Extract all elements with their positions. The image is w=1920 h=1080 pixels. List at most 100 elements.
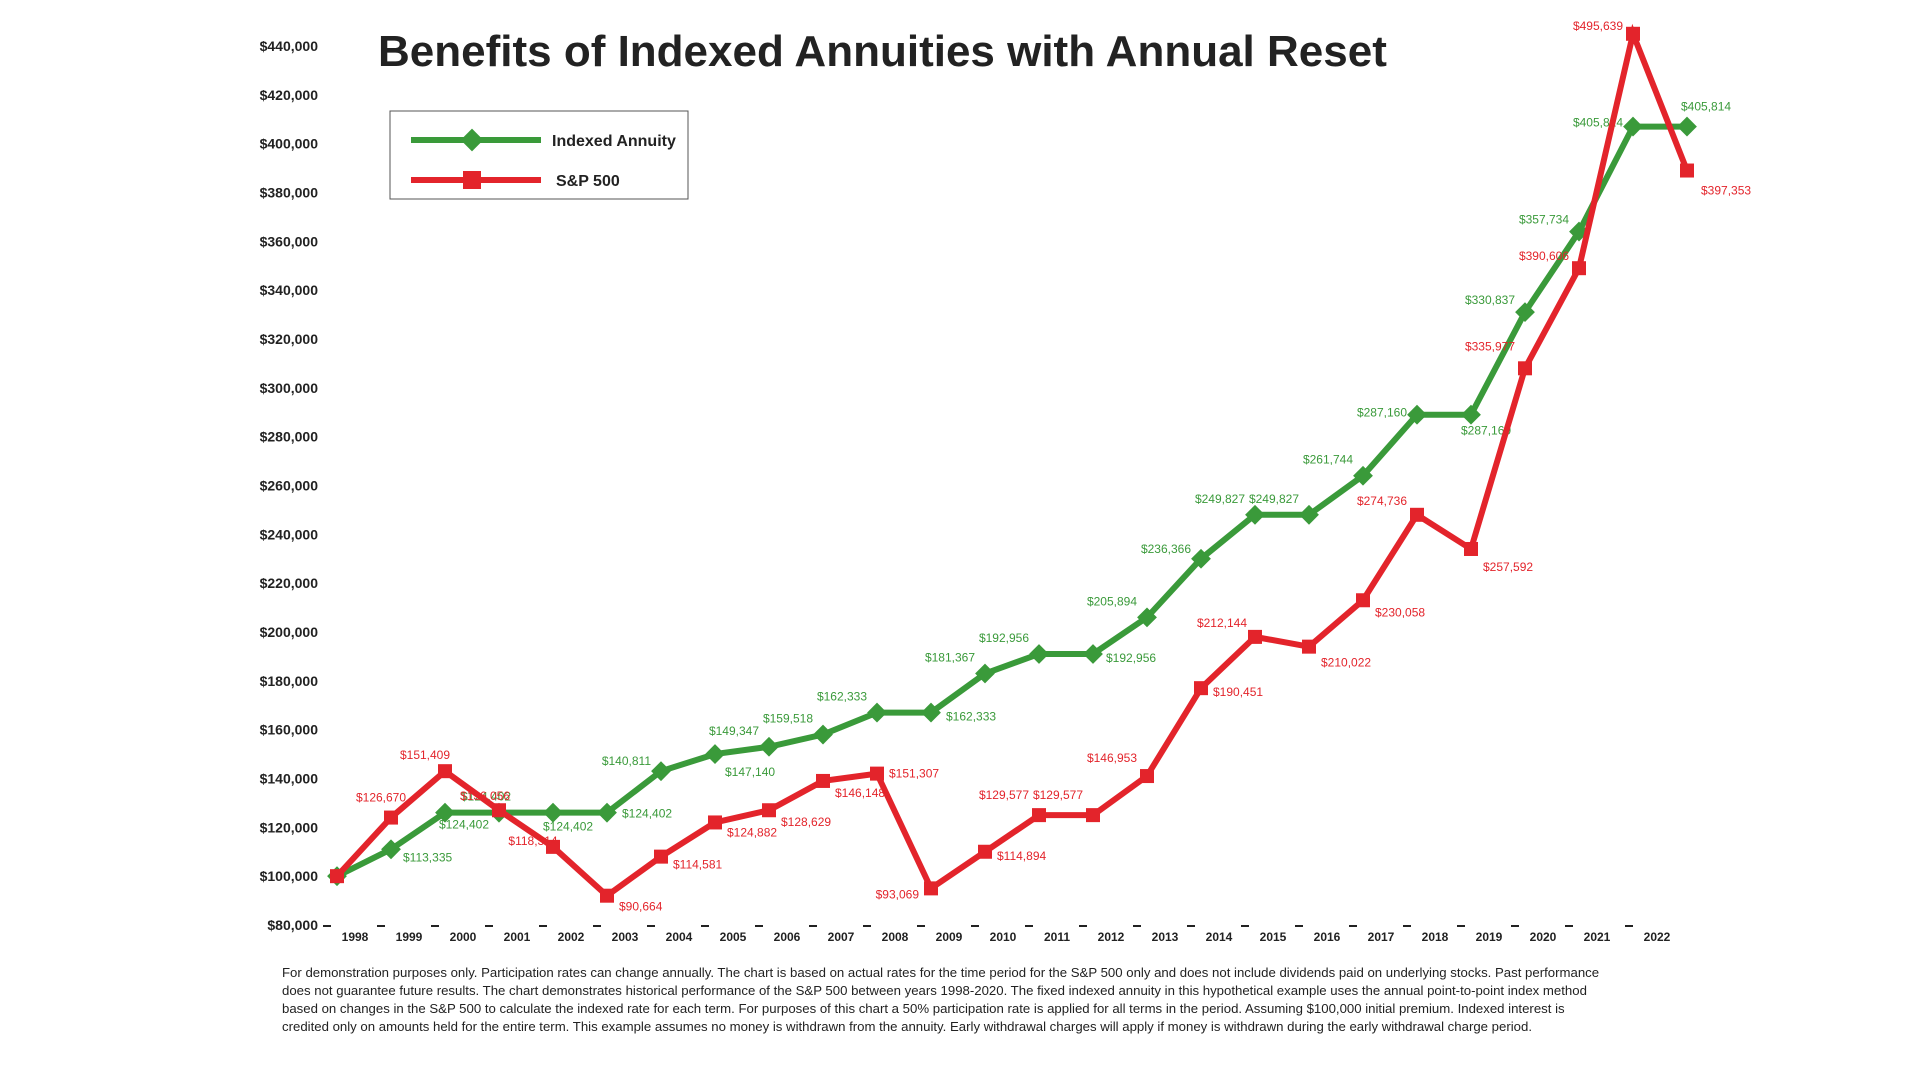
data-point [654, 849, 668, 864]
data-label: $136,056 [460, 789, 510, 803]
data-point [708, 815, 722, 830]
y-tick-label: $220,000 [260, 575, 319, 591]
series-line [334, 23, 1690, 900]
y-tick-label: $300,000 [260, 380, 319, 396]
chart-title: Benefits of Indexed Annuities with Annua… [378, 27, 1387, 76]
data-point [1029, 644, 1049, 664]
data-label: $190,451 [1213, 685, 1263, 699]
y-axis: $80,000 $100,000 $120,000 $140,000 $160,000 $… [260, 38, 319, 933]
x-tick-label: 2010 [990, 930, 1017, 944]
data-label: $159,518 [763, 712, 813, 726]
data-point [705, 744, 725, 764]
x-tick-label: 2000 [450, 930, 477, 944]
data-point [1191, 548, 1211, 569]
data-point [435, 802, 455, 823]
data-point [759, 736, 779, 757]
data-point [924, 881, 938, 896]
data-point [1194, 681, 1208, 696]
data-point [978, 844, 992, 859]
legend-marker-square-icon [463, 171, 481, 189]
data-point [1086, 808, 1100, 823]
data-label: $147,140 [725, 765, 775, 779]
y-tick-label: $440,000 [260, 38, 319, 54]
data-label: $274,736 [1357, 494, 1407, 508]
data-label: $212,144 [1197, 616, 1247, 630]
data-label: $118,314 [508, 834, 557, 848]
data-point [921, 702, 941, 723]
data-point [1137, 607, 1157, 628]
x-tick-label: 2020 [1530, 930, 1557, 944]
data-label: $93,069 [876, 887, 920, 901]
data-label: $113,335 [403, 850, 452, 864]
data-label: $140,811 [602, 754, 651, 768]
x-tick-label: 2011 [1044, 930, 1070, 944]
data-label: $287,160 [1357, 406, 1407, 420]
x-tick-label: 2009 [936, 930, 963, 944]
data-label: $230,058 [1375, 605, 1425, 619]
data-point [597, 802, 617, 823]
data-point [543, 802, 563, 823]
data-label: $210,022 [1321, 656, 1371, 670]
data-point [1626, 26, 1640, 41]
series-sp500: $126,670$151,409$136,056$118,314$90,664$… [330, 19, 1751, 914]
data-point [1677, 116, 1697, 137]
x-tick-label: 2013 [1152, 930, 1179, 944]
x-tick-label: 2012 [1098, 930, 1125, 944]
y-tick-label: $120,000 [260, 819, 319, 835]
data-point [1572, 261, 1586, 276]
data-label: $181,367 [925, 651, 975, 665]
data-label: $236,366 [1141, 542, 1191, 556]
x-tick-label: 2001 [504, 930, 531, 944]
footnote: For demonstration purposes only. Partici… [282, 965, 1600, 1034]
data-label: $114,894 [997, 849, 1046, 863]
data-point [1515, 302, 1535, 323]
x-tick-label: 2005 [720, 930, 747, 944]
data-point [1248, 629, 1262, 644]
data-label: $205,894 [1087, 594, 1137, 608]
data-label: $192,956 [979, 631, 1029, 645]
x-tick-label: 2015 [1260, 930, 1287, 944]
x-tick-label: 1999 [396, 930, 423, 944]
data-label: $357,734 [1519, 213, 1569, 227]
data-label: $129,577 [1033, 788, 1083, 802]
data-point [492, 803, 506, 818]
y-tick-label: $240,000 [260, 526, 319, 542]
data-point [546, 839, 560, 854]
data-label: $151,409 [400, 748, 450, 762]
x-tick-label: 2006 [774, 930, 801, 944]
data-point [384, 810, 398, 825]
data-label: $129,577 [979, 788, 1029, 802]
data-point [816, 773, 830, 788]
data-point [762, 803, 776, 818]
x-tick-label: 2017 [1368, 930, 1395, 944]
y-tick-label: $160,000 [260, 722, 319, 738]
data-label: $287,160 [1461, 424, 1511, 438]
y-tick-label: $260,000 [260, 478, 319, 494]
legend-label-indexed-annuity: Indexed Annuity [552, 133, 676, 150]
x-tick-label: 2014 [1206, 930, 1233, 944]
data-label: $90,664 [619, 900, 663, 914]
data-point [813, 724, 833, 745]
data-point [975, 663, 995, 684]
data-point [438, 764, 452, 779]
data-point [1032, 808, 1046, 823]
data-label: $162,333 [817, 690, 867, 704]
y-tick-label: $320,000 [260, 331, 319, 347]
data-point [1464, 541, 1478, 556]
data-label: $397,353 [1701, 184, 1751, 198]
data-label: $405,814 [1681, 100, 1731, 114]
x-tick-label: 2008 [882, 930, 909, 944]
y-tick-label: $380,000 [260, 185, 319, 201]
legend: Indexed Annuity S&P 500 [389, 110, 689, 200]
y-tick-label: $200,000 [260, 624, 319, 640]
x-tick-label: 2007 [828, 930, 855, 944]
data-label: $124,402 [439, 818, 489, 832]
data-point [1353, 465, 1373, 486]
y-tick-label: $100,000 [260, 868, 319, 884]
data-label: $390,606 [1519, 249, 1569, 263]
data-label: $330,837 [1465, 293, 1515, 307]
data-label: $162,333 [946, 710, 996, 724]
series-layer: $113,335$124,402$124,402 $124,402$124,402… [327, 19, 1751, 914]
y-tick-label: $340,000 [260, 282, 319, 298]
